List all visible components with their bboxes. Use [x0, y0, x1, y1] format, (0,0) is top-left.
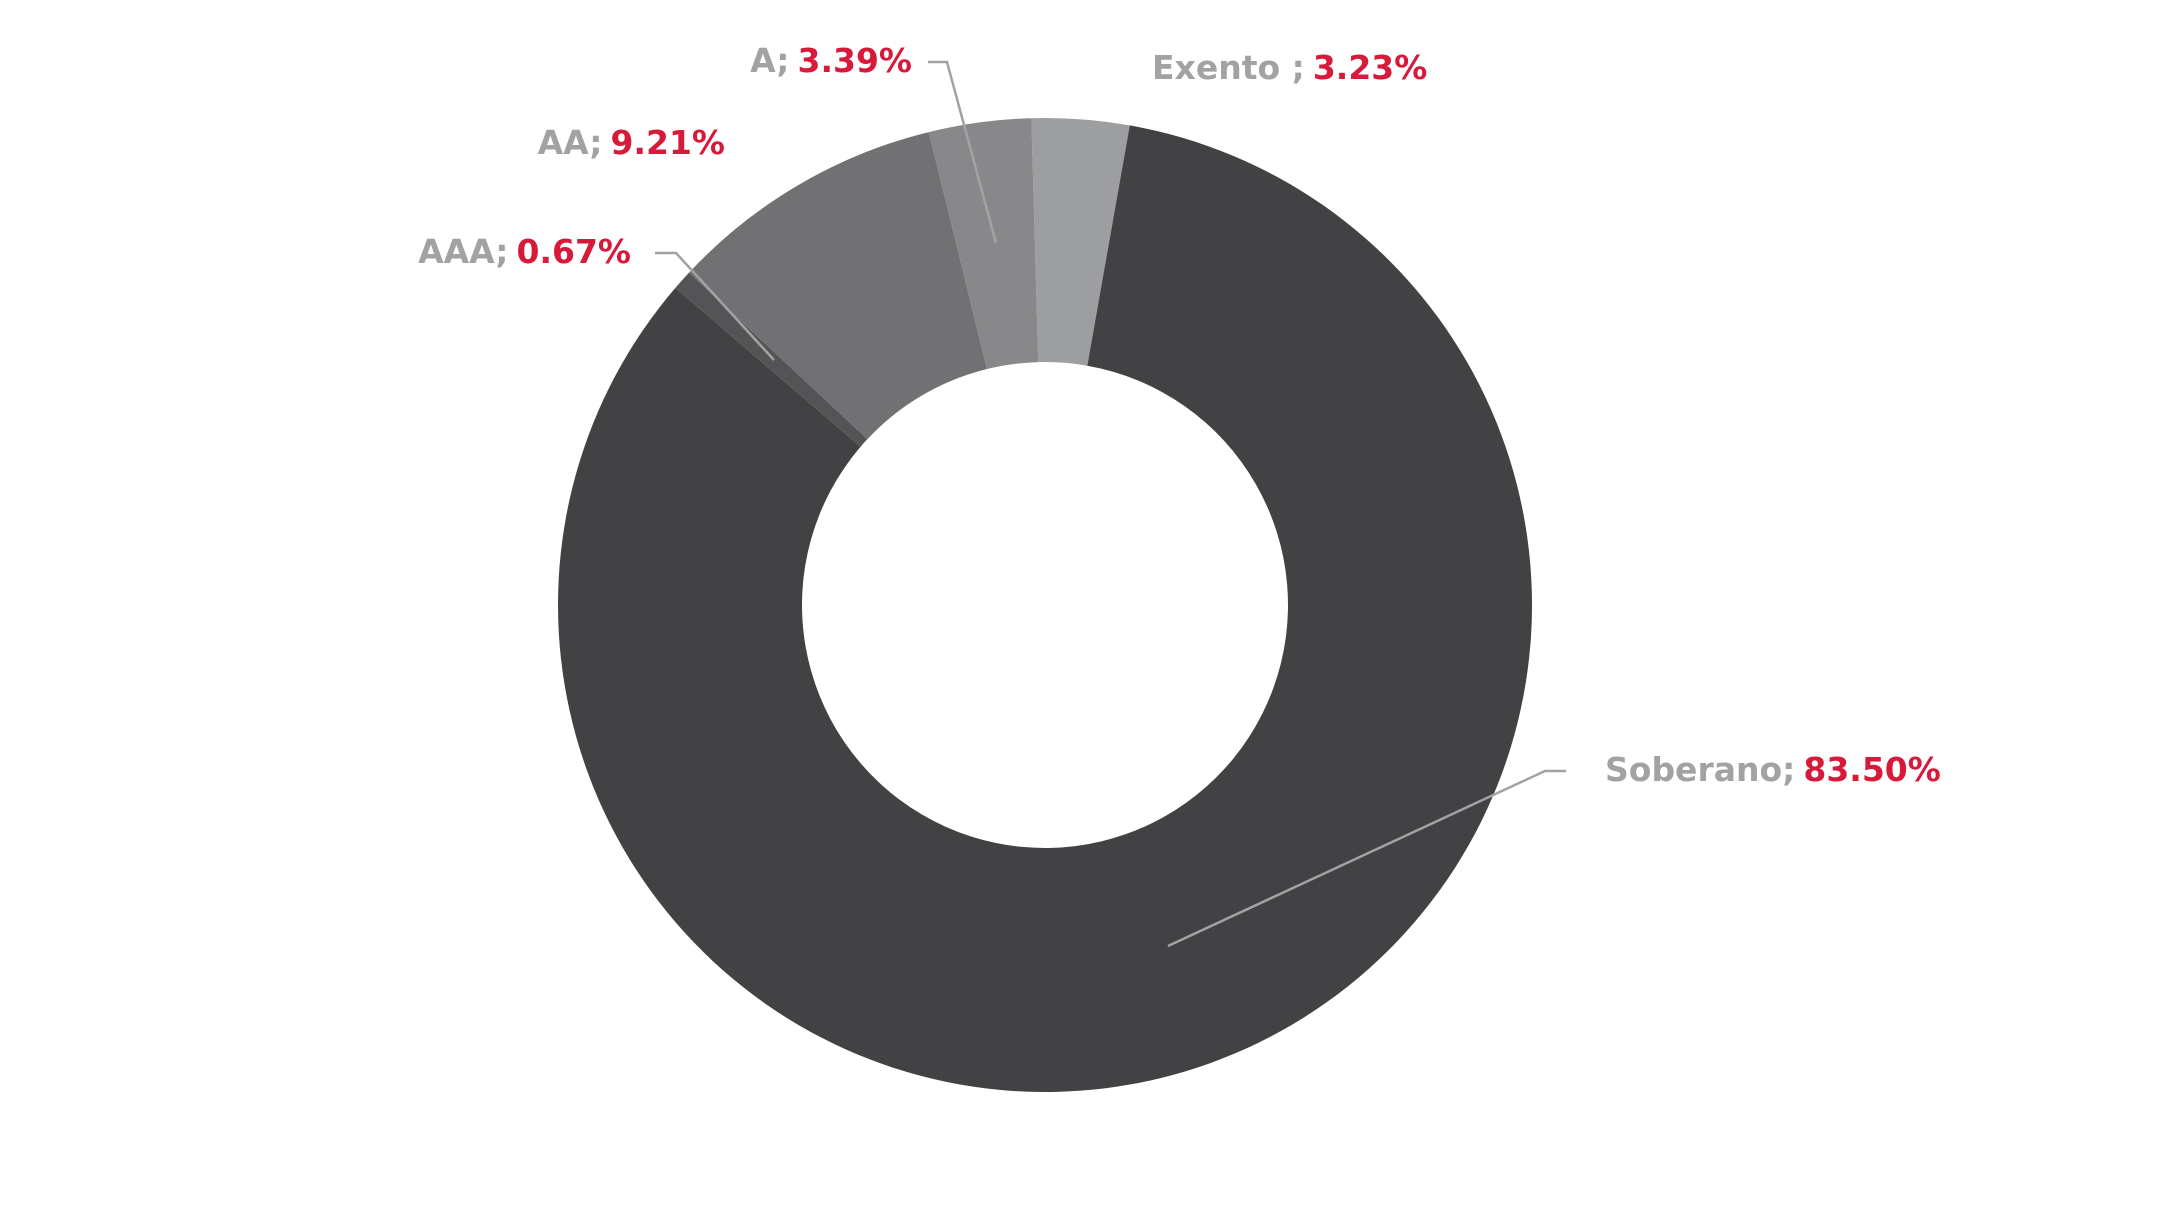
value-label: 0.67%	[517, 232, 632, 271]
value-label: 3.39%	[798, 41, 913, 80]
leader-line	[1167, 769, 1566, 948]
value-label: 9.21%	[611, 123, 726, 162]
donut-slice	[689, 132, 988, 440]
data-label: Exento ; 3.23%	[1152, 48, 1427, 87]
data-label: Soberano; 83.50%	[1605, 750, 1941, 789]
donut-slice	[675, 272, 868, 447]
category-label: AA;	[538, 123, 603, 162]
value-label: 3.23%	[1313, 48, 1428, 87]
value-label: 83.50%	[1803, 750, 1940, 789]
category-label: AAA;	[418, 232, 508, 271]
data-label: AA; 9.21%	[538, 123, 725, 162]
category-label: Soberano;	[1605, 750, 1795, 789]
leader-line	[655, 251, 775, 361]
data-label: AAA; 0.67%	[418, 232, 631, 271]
donut-slice	[1031, 118, 1130, 366]
category-label: A;	[750, 41, 789, 80]
category-label: Exento ;	[1152, 48, 1305, 87]
data-label: A; 3.39%	[750, 41, 912, 80]
leader-line	[928, 60, 998, 244]
donut-slice	[928, 118, 1039, 370]
donut-slice	[558, 125, 1532, 1093]
